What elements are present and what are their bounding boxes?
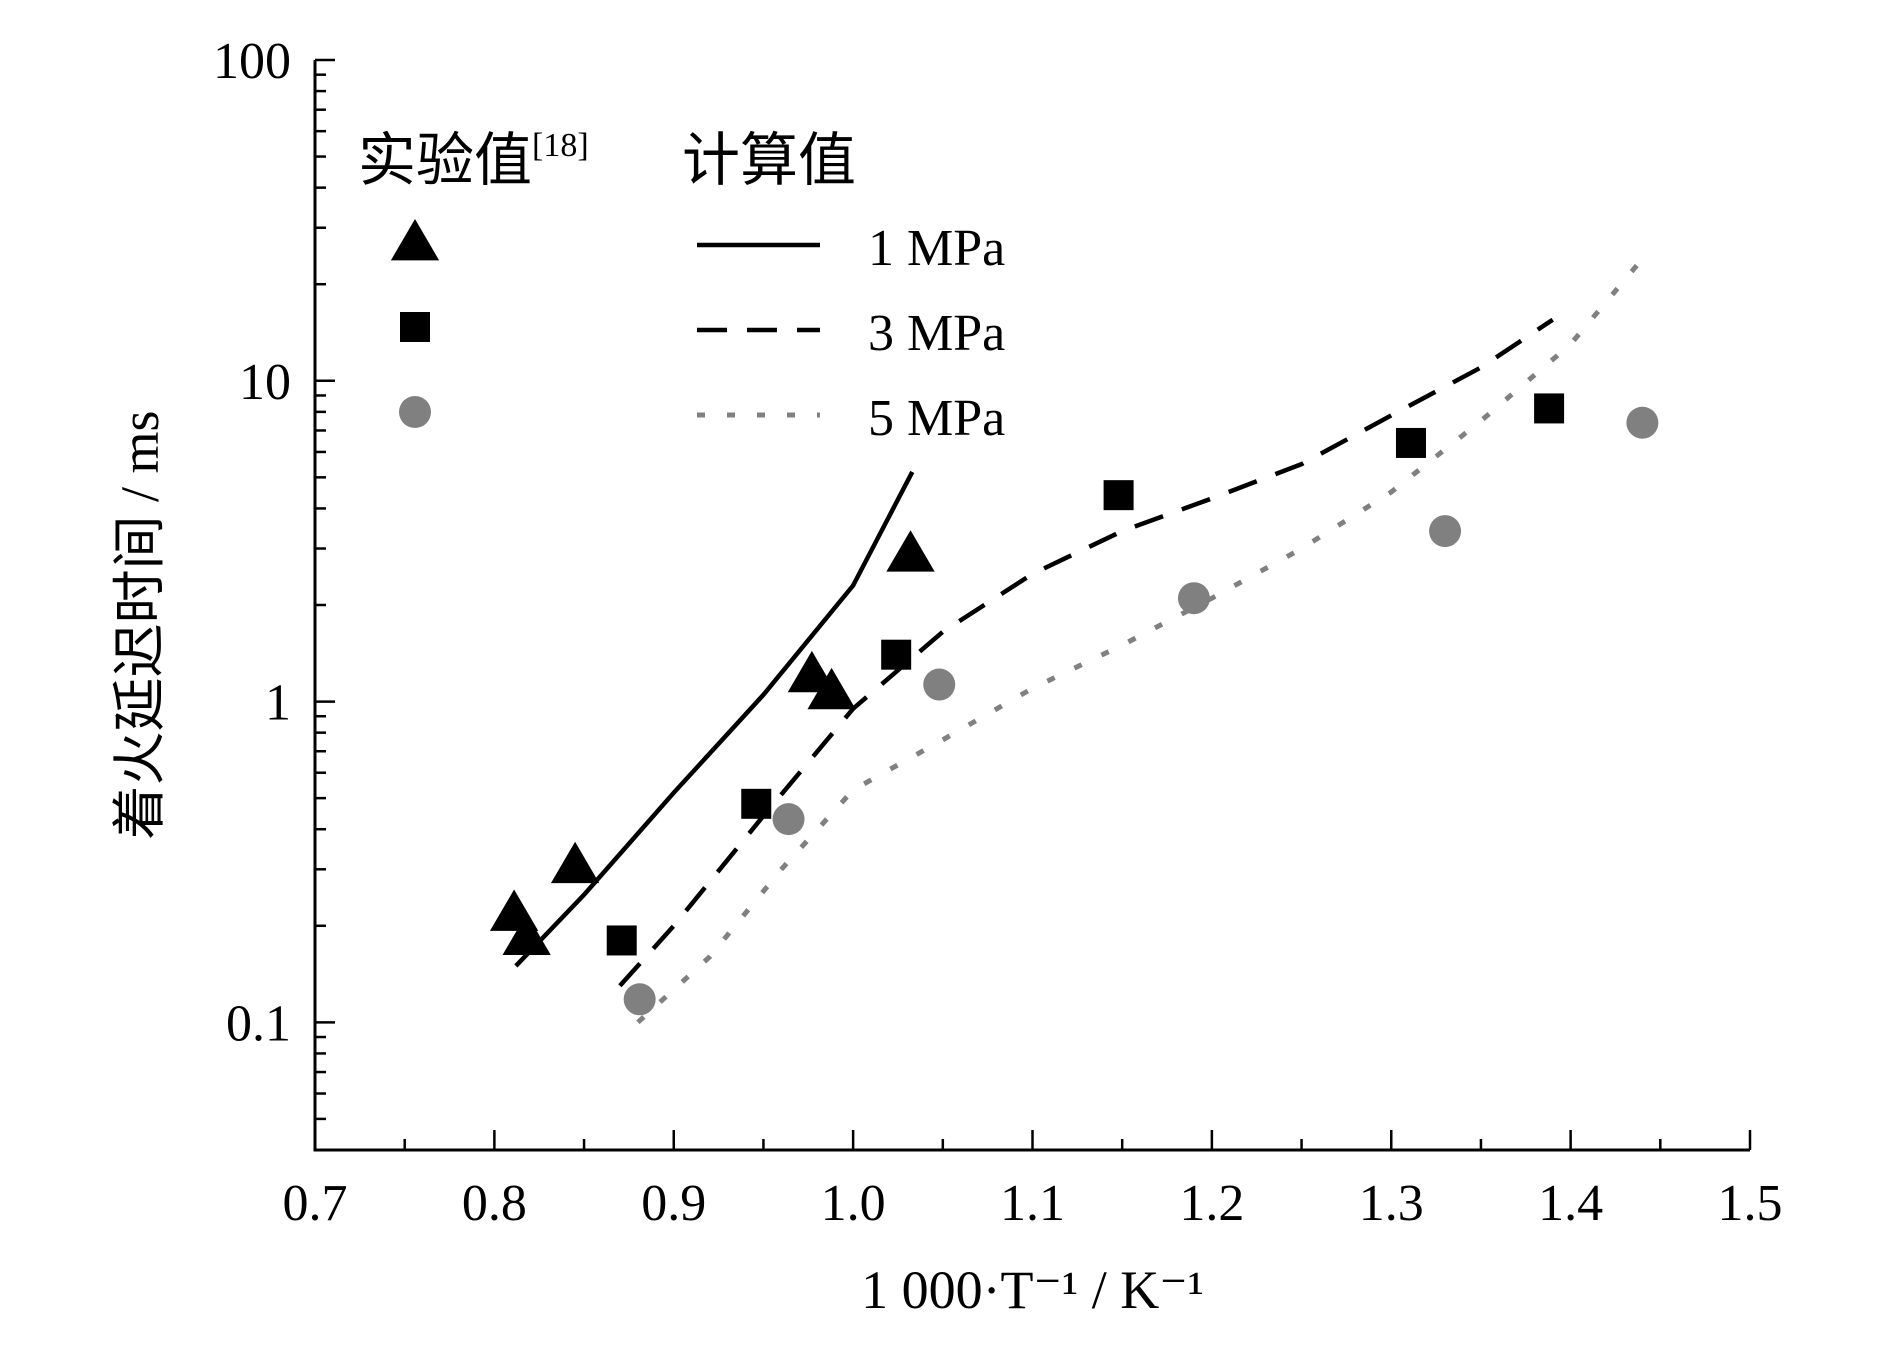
calc-line-dashed (618, 317, 1554, 988)
x-tick-label: 1.4 (1538, 1175, 1603, 1232)
exp-point-triangle (550, 841, 600, 884)
x-tick-label: 1.0 (821, 1175, 886, 1232)
exp-point-square (606, 925, 637, 956)
legend-experimental-ref: [18] (532, 127, 589, 164)
legend-marker-circle (399, 396, 431, 428)
exp-point-circle (623, 983, 656, 1016)
y-axis-title: 着火延迟时间 / ms (110, 410, 170, 839)
x-tick-label: 1.2 (1179, 1175, 1244, 1232)
x-tick-label: 1.5 (1718, 1175, 1783, 1232)
x-tick-label: 0.7 (283, 1175, 348, 1232)
legend-label-solid: 1 MPa (868, 220, 1005, 277)
y-tick-label: 0.1 (226, 995, 291, 1052)
x-tick-label: 1.3 (1359, 1175, 1424, 1232)
x-tick-label: 1.1 (1000, 1175, 1065, 1232)
legend-marker-triangle (390, 219, 440, 261)
x-axis-title: 1 000·T⁻¹ / K⁻¹ (861, 1260, 1204, 1320)
legend-label-dotted: 5 MPa (868, 390, 1005, 447)
calc-line-dotted (636, 257, 1645, 1025)
axes-layer: 0.7 0.8 0.9 1.0 1.1 1.2 1.3 1.4 1.5 0.1 1 10 100 1 00… (110, 33, 1783, 1320)
y-tick-label: 10 (239, 354, 291, 411)
exp-point-triangle (502, 913, 551, 956)
calc-line-solid (514, 470, 915, 968)
legend-calculated-title: 计算值 (682, 128, 856, 193)
exp-point-circle (1626, 406, 1659, 439)
exp-point-triangle (807, 667, 856, 710)
exp-point-square (741, 788, 772, 819)
legend-experimental-title: 实验值[18] (358, 127, 589, 193)
marks-layer (489, 257, 1659, 1025)
exp-point-circle (772, 803, 805, 836)
y-tick-label: 1 (265, 675, 291, 732)
exp-point-square (1395, 427, 1426, 458)
exp-point-circle (1429, 515, 1462, 548)
legend-experimental-title-text: 实验值 (358, 128, 532, 193)
exp-point-square (1534, 393, 1565, 424)
exp-point-circle (923, 668, 956, 701)
axes-frame (313, 60, 1750, 1152)
legend-marker-square (400, 312, 430, 342)
x-tick-label: 0.8 (462, 1175, 527, 1232)
exp-point-square (1103, 480, 1134, 511)
exp-point-triangle (886, 530, 935, 572)
x-tick-label: 0.9 (641, 1175, 706, 1232)
exp-point-square (881, 639, 912, 670)
exp-point-circle (1177, 582, 1210, 615)
y-tick-label: 100 (213, 33, 291, 90)
legend-label-dashed: 3 MPa (868, 305, 1005, 362)
